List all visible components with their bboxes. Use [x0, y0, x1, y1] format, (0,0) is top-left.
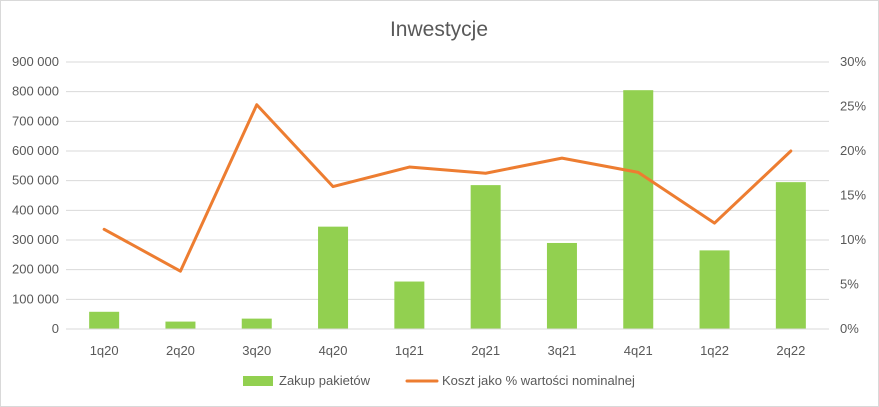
legend: Zakup pakietów Koszt jako % wartości nom… — [243, 373, 635, 388]
x-tick-label: 4q20 — [319, 343, 348, 358]
x-tick-label: 2q22 — [776, 343, 805, 358]
x-tick-label: 3q20 — [242, 343, 271, 358]
right-tick-label: 5% — [840, 277, 859, 292]
x-tick-label: 1q21 — [395, 343, 424, 358]
bar — [470, 185, 501, 329]
left-axis: 0 100 000 200 000 300 000 400 000 500 000 600 … — [12, 54, 59, 336]
bar — [241, 318, 272, 329]
x-tick-label: 2q20 — [166, 343, 195, 358]
left-tick-label: 900 000 — [12, 54, 59, 69]
x-axis: 1q20 2q20 3q20 4q20 1q21 2q21 3q21 4q21 1q22 2q22 — [66, 328, 829, 358]
bar — [775, 182, 806, 329]
x-tick-label: 3q21 — [547, 343, 576, 358]
line-series-koszt — [102, 103, 793, 273]
x-tick-label: 1q20 — [90, 343, 119, 358]
right-tick-label: 30% — [840, 54, 866, 69]
right-tick-label: 10% — [840, 232, 866, 247]
left-tick-label: 400 000 — [12, 202, 59, 217]
bar — [546, 242, 577, 329]
legend-label-koszt: Koszt jako % wartości nominalnej — [442, 373, 635, 388]
x-tick-label: 1q22 — [700, 343, 729, 358]
left-tick-label: 0 — [52, 321, 59, 336]
right-axis: 0% 5% 10% 15% 20% 25% 30% — [840, 54, 866, 336]
legend-swatch-zakup-pakietow — [243, 376, 273, 386]
bar — [89, 311, 120, 329]
chart-title: Inwestycje — [390, 18, 488, 41]
left-tick-label: 500 000 — [12, 173, 59, 188]
bar — [623, 90, 654, 329]
series-line — [102, 103, 793, 273]
left-tick-label: 300 000 — [12, 232, 59, 247]
x-tick-label: 4q21 — [624, 343, 653, 358]
left-tick-label: 200 000 — [12, 262, 59, 277]
bar-series-zakup-pakietow — [89, 90, 806, 329]
bar — [165, 321, 196, 329]
right-tick-label: 15% — [840, 188, 866, 203]
left-tick-label: 800 000 — [12, 84, 59, 99]
bar — [699, 250, 730, 329]
legend-label-zakup-pakietow: Zakup pakietów — [279, 373, 371, 388]
bar — [394, 281, 425, 329]
right-tick-label: 25% — [840, 99, 866, 114]
left-tick-label: 100 000 — [12, 291, 59, 306]
right-tick-label: 0% — [840, 321, 859, 336]
bar — [318, 226, 349, 329]
left-tick-label: 700 000 — [12, 113, 59, 128]
x-tick-label: 2q21 — [471, 343, 500, 358]
left-tick-label: 600 000 — [12, 143, 59, 158]
right-tick-label: 20% — [840, 143, 866, 158]
